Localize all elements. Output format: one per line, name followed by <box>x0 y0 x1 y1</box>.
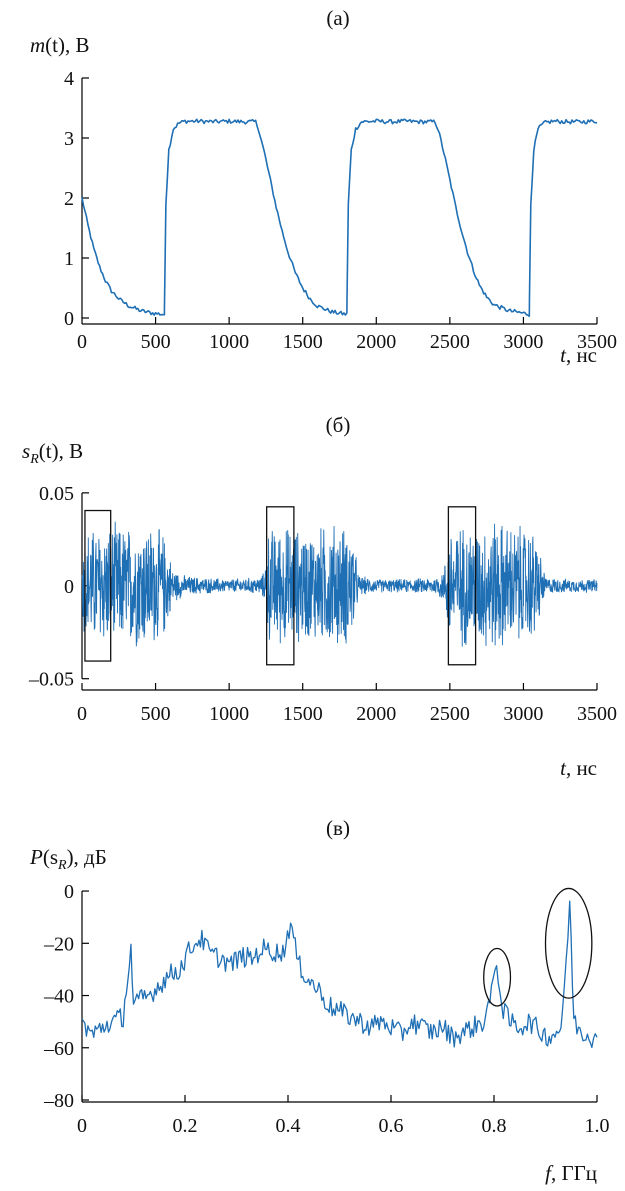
x-tick-label-b: 3000 <box>503 703 543 725</box>
y-axis-label-b-rest: (t), В <box>39 439 83 463</box>
y-axis-label-c-rest2: ), дБ <box>67 845 107 869</box>
x-tick-label-a: 500 <box>141 331 171 353</box>
x-tick-label-a: 2000 <box>356 331 396 353</box>
x-tick-label-a: 1000 <box>209 331 249 353</box>
y-axis-label-a: m(t), В <box>30 33 90 57</box>
x-tick-label-a: 3000 <box>503 331 543 353</box>
x-tick-label-b: 1500 <box>283 703 323 725</box>
x-tick-label-c: 0.6 <box>379 1115 404 1137</box>
highlight-box-b <box>447 506 477 666</box>
x-tick-label-b: 1000 <box>209 703 249 725</box>
y-tick-label-c: –60 <box>43 1038 74 1060</box>
x-axis-label-c-unit: , ГГц <box>551 1161 597 1185</box>
x-tick-label-a: 1500 <box>283 331 323 353</box>
x-tick-label-c: 0 <box>77 1115 87 1137</box>
x-axis-label-c: f, ГГц <box>545 1161 597 1185</box>
x-tick-label-c: 0.8 <box>482 1115 507 1137</box>
y-tick-label-b: 0 <box>64 576 74 598</box>
highlight-box-b <box>266 506 295 666</box>
highlight-ellipse-c <box>483 947 512 1007</box>
x-axis-label-a-unit: , нс <box>566 343 597 367</box>
y-axis-label-b-sub: R <box>29 452 39 467</box>
x-tick-label-b: 2500 <box>430 703 470 725</box>
panel-label-a: (а) <box>326 6 349 30</box>
y-tick-label-b: 0.05 <box>39 483 74 505</box>
chart-panel-c: (в) P(sR), дБ –80 –60 –40 –20 0 0 0.2 0.4 0.6 0.8… <box>29 816 610 1185</box>
x-tick-label-c: 0.2 <box>173 1115 198 1137</box>
y-axis-label-c-main: P <box>29 845 43 869</box>
x-tick-label-a: 0 <box>77 331 87 353</box>
y-axis-label-c-rest: (s <box>43 845 58 869</box>
highlight-box-b <box>84 509 112 662</box>
y-tick-label-b: –0.05 <box>28 669 74 691</box>
x-axis-label-a: t, нс <box>560 343 597 367</box>
x-tick-label-c: 1.0 <box>585 1115 610 1137</box>
y-tick-label-c: –20 <box>43 933 74 955</box>
y-axis-label-a-rest: (t), В <box>45 33 89 57</box>
y-axis-label-b-main: s <box>22 439 30 463</box>
marks-b <box>81 506 598 666</box>
y-axis-label-a-main: m <box>30 33 45 57</box>
x-axis-label-a-var: t <box>560 343 567 367</box>
panel-label-c: (в) <box>326 816 350 840</box>
y-tick-label-a: 4 <box>64 68 74 90</box>
x-axis-label-b-unit: , нс <box>566 756 597 780</box>
x-axis-label-b: t, нс <box>560 756 597 780</box>
marks-c <box>81 887 598 1049</box>
y-tick-label-c: 0 <box>64 881 74 903</box>
x-tick-label-a: 3500 <box>577 331 617 353</box>
y-tick-label-a: 2 <box>64 188 74 210</box>
x-tick-label-b: 500 <box>141 703 171 725</box>
y-tick-label-a: 3 <box>64 128 74 150</box>
y-tick-label-a: 0 <box>64 308 74 330</box>
x-tick-label-a: 2500 <box>430 331 470 353</box>
x-axis-label-c-var: f <box>545 1161 554 1185</box>
panel-label-b: (б) <box>326 413 351 437</box>
chart-panel-a: (а) m(t), В 0 1 2 3 4 0 500 1000 1500 2000 2500 300… <box>30 6 617 367</box>
x-tick-label-b: 3500 <box>577 703 617 725</box>
series-line-a <box>81 118 598 318</box>
y-tick-label-c: –80 <box>43 1090 74 1112</box>
ticks-a: 0 1 2 3 4 0 500 1000 1500 2000 2500 3000 3500 <box>64 68 617 353</box>
series-line-c <box>81 900 598 1049</box>
x-tick-label-c: 0.4 <box>276 1115 301 1137</box>
highlight-ellipse-c <box>544 887 593 999</box>
y-tick-label-a: 1 <box>64 248 74 270</box>
y-axis-label-c-sub: R <box>57 858 67 873</box>
y-tick-label-c: –40 <box>43 986 74 1008</box>
y-axis-label-b: sR(t), В <box>22 439 83 467</box>
marks-a <box>81 118 598 318</box>
y-axis-label-c: P(sR), дБ <box>29 845 107 873</box>
x-tick-label-b: 2000 <box>356 703 396 725</box>
x-axis-label-b-var: t <box>560 756 567 780</box>
ticks-c: –80 –60 –40 –20 0 0 0.2 0.4 0.6 0.8 1.0 <box>43 881 610 1137</box>
x-tick-label-b: 0 <box>77 703 87 725</box>
series-line-b <box>81 521 598 647</box>
